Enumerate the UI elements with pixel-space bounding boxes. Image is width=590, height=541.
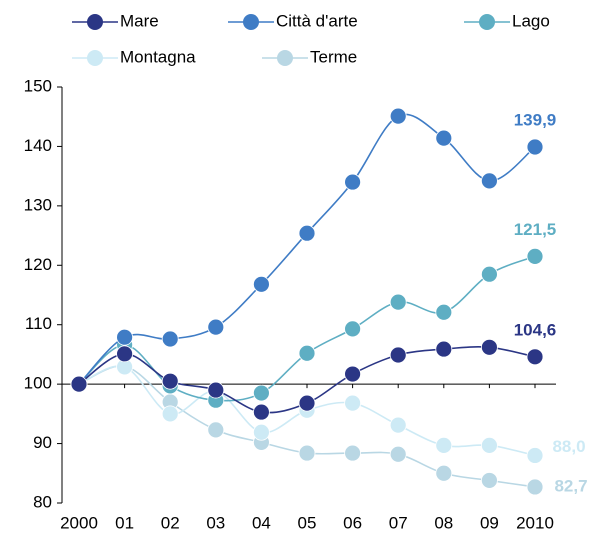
data-point bbox=[116, 345, 133, 363]
value-label: 121,5 bbox=[514, 220, 557, 239]
data-point bbox=[344, 173, 362, 191]
y-tick-label: 120 bbox=[24, 255, 52, 274]
legend-marker bbox=[87, 50, 103, 66]
y-tick-label: 140 bbox=[24, 136, 52, 155]
data-point bbox=[344, 394, 362, 412]
data-point bbox=[480, 265, 498, 283]
data-point bbox=[252, 423, 270, 441]
legend-marker bbox=[243, 14, 259, 30]
x-tick-label: 07 bbox=[389, 513, 408, 532]
data-point bbox=[70, 375, 88, 393]
data-point bbox=[207, 381, 225, 399]
data-point bbox=[389, 293, 407, 311]
data-point bbox=[344, 320, 362, 338]
legend-marker bbox=[277, 50, 293, 66]
y-tick-label: 100 bbox=[24, 374, 52, 393]
x-tick-label: 09 bbox=[480, 513, 499, 532]
data-point bbox=[526, 478, 544, 496]
y-tick-label: 90 bbox=[33, 433, 52, 452]
data-point bbox=[526, 138, 544, 156]
data-point bbox=[480, 472, 498, 489]
series-line bbox=[78, 255, 536, 402]
data-point bbox=[389, 445, 407, 463]
legend-label: Lago bbox=[512, 11, 550, 30]
data-point bbox=[435, 340, 453, 358]
data-point bbox=[161, 405, 179, 423]
data-point bbox=[252, 275, 270, 293]
x-tick-label: 08 bbox=[434, 513, 453, 532]
x-tick-label: 2000 bbox=[60, 513, 98, 532]
data-point bbox=[526, 447, 544, 464]
legend-label: Terme bbox=[310, 47, 357, 66]
data-point bbox=[207, 318, 225, 336]
legend-label: Montagna bbox=[120, 47, 196, 66]
x-tick-label: 04 bbox=[252, 513, 271, 532]
data-point bbox=[480, 338, 498, 356]
data-point bbox=[161, 372, 179, 390]
value-label: 88,0 bbox=[552, 437, 585, 456]
legend-marker bbox=[479, 14, 495, 30]
data-point bbox=[480, 436, 498, 454]
y-tick-label: 130 bbox=[24, 195, 52, 214]
x-tick-label: 03 bbox=[206, 513, 225, 532]
data-point bbox=[389, 107, 407, 125]
x-tick-label: 02 bbox=[161, 513, 180, 532]
data-point bbox=[298, 224, 316, 242]
legend-label: Mare bbox=[120, 11, 159, 30]
data-point bbox=[435, 436, 453, 454]
data-point bbox=[480, 172, 498, 190]
data-point bbox=[298, 444, 316, 462]
legend-label: Città d'arte bbox=[276, 11, 358, 30]
x-tick-label: 2010 bbox=[516, 513, 554, 532]
data-point bbox=[161, 330, 179, 348]
y-tick-label: 150 bbox=[24, 76, 52, 95]
data-point bbox=[344, 444, 362, 462]
value-label: 82,7 bbox=[554, 476, 587, 495]
x-tick-label: 01 bbox=[115, 513, 134, 532]
data-point bbox=[389, 416, 407, 434]
series-line bbox=[78, 113, 536, 385]
y-tick-label: 80 bbox=[33, 492, 52, 511]
data-point bbox=[298, 394, 316, 412]
data-point bbox=[435, 464, 453, 482]
data-point bbox=[526, 348, 544, 366]
data-point bbox=[116, 328, 133, 346]
legend-marker bbox=[87, 14, 103, 30]
x-tick-label: 06 bbox=[343, 513, 362, 532]
data-point bbox=[435, 303, 453, 321]
data-point bbox=[252, 403, 270, 421]
data-point bbox=[207, 421, 225, 439]
data-point bbox=[389, 346, 407, 364]
data-point bbox=[435, 129, 453, 147]
data-point bbox=[252, 384, 270, 402]
y-tick-label: 110 bbox=[25, 314, 52, 333]
x-tick-label: 05 bbox=[298, 513, 317, 532]
value-label: 104,6 bbox=[514, 320, 557, 339]
data-point bbox=[526, 247, 544, 265]
value-label: 139,9 bbox=[514, 111, 557, 130]
data-point bbox=[298, 344, 316, 362]
data-point bbox=[344, 365, 362, 383]
